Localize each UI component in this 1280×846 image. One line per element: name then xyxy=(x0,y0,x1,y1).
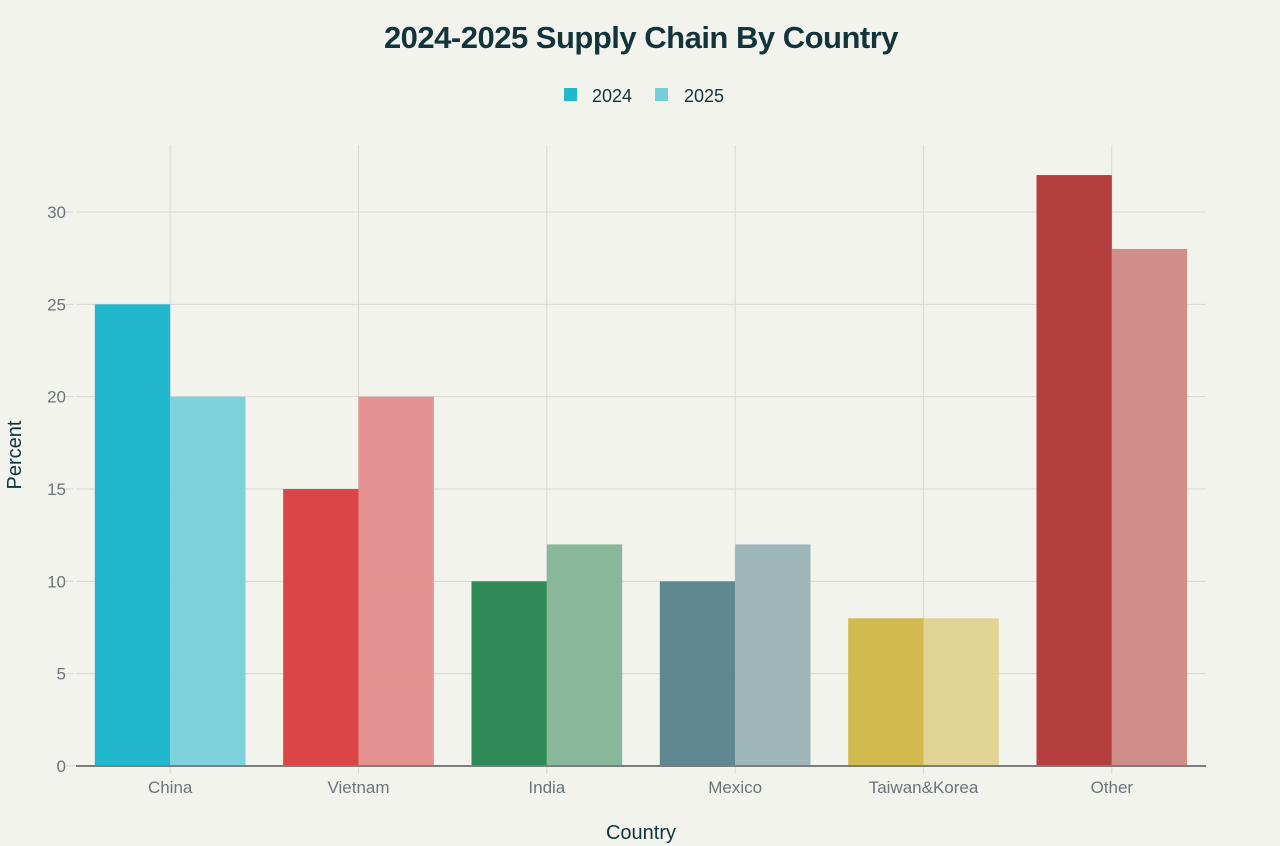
bar-2024-vietnam[interactable] xyxy=(283,489,359,766)
legend-label-2024: 2024 xyxy=(592,86,632,106)
bar-2024-taiwan-korea[interactable] xyxy=(848,618,924,766)
y-tick-label: 5 xyxy=(57,665,66,684)
bar-2024-india[interactable] xyxy=(471,581,547,766)
x-tick-label: India xyxy=(528,778,565,797)
bar-2025-mexico[interactable] xyxy=(735,544,811,766)
y-tick-label: 0 xyxy=(57,757,66,776)
x-tick-label: Other xyxy=(1091,778,1134,797)
y-tick-label: 20 xyxy=(47,388,66,407)
legend: 2024 2025 xyxy=(564,86,724,106)
bar-2024-mexico[interactable] xyxy=(659,581,736,766)
legend-swatch-2024 xyxy=(564,88,577,101)
y-tick-label: 15 xyxy=(47,480,66,499)
chart-title: 2024-2025 Supply Chain By Country xyxy=(384,20,899,55)
x-tick-label: Vietnam xyxy=(327,778,389,797)
bar-2025-china[interactable] xyxy=(170,396,246,766)
bar-2025-vietnam[interactable] xyxy=(358,396,434,766)
y-tick-label: 25 xyxy=(47,295,66,314)
bar-2024-china[interactable] xyxy=(94,304,171,766)
y-axis-title: Percent xyxy=(4,420,26,489)
bar-2025-other[interactable] xyxy=(1111,248,1188,766)
y-tick-label: 10 xyxy=(47,572,66,591)
legend-swatch-2025 xyxy=(655,88,668,101)
legend-label-2025: 2025 xyxy=(684,86,724,106)
bar-2024-other[interactable] xyxy=(1036,175,1112,767)
bars xyxy=(94,175,1188,767)
legend-item-2025[interactable]: 2025 xyxy=(655,86,724,106)
x-tick-label: Mexico xyxy=(708,778,762,797)
x-tick-label: Taiwan&Korea xyxy=(869,778,979,797)
x-axis-ticks: China Vietnam India Mexico Taiwan&Korea Other xyxy=(148,766,1133,797)
bar-2025-india[interactable] xyxy=(546,544,623,766)
x-tick-label: China xyxy=(148,778,193,797)
bar-2025-taiwan-korea[interactable] xyxy=(923,618,999,766)
y-tick-label: 30 xyxy=(47,203,66,222)
x-axis-title: Country xyxy=(606,822,676,844)
y-axis-ticks: 0 5 10 15 20 25 30 xyxy=(47,203,74,776)
legend-item-2024[interactable]: 2024 xyxy=(564,86,632,106)
